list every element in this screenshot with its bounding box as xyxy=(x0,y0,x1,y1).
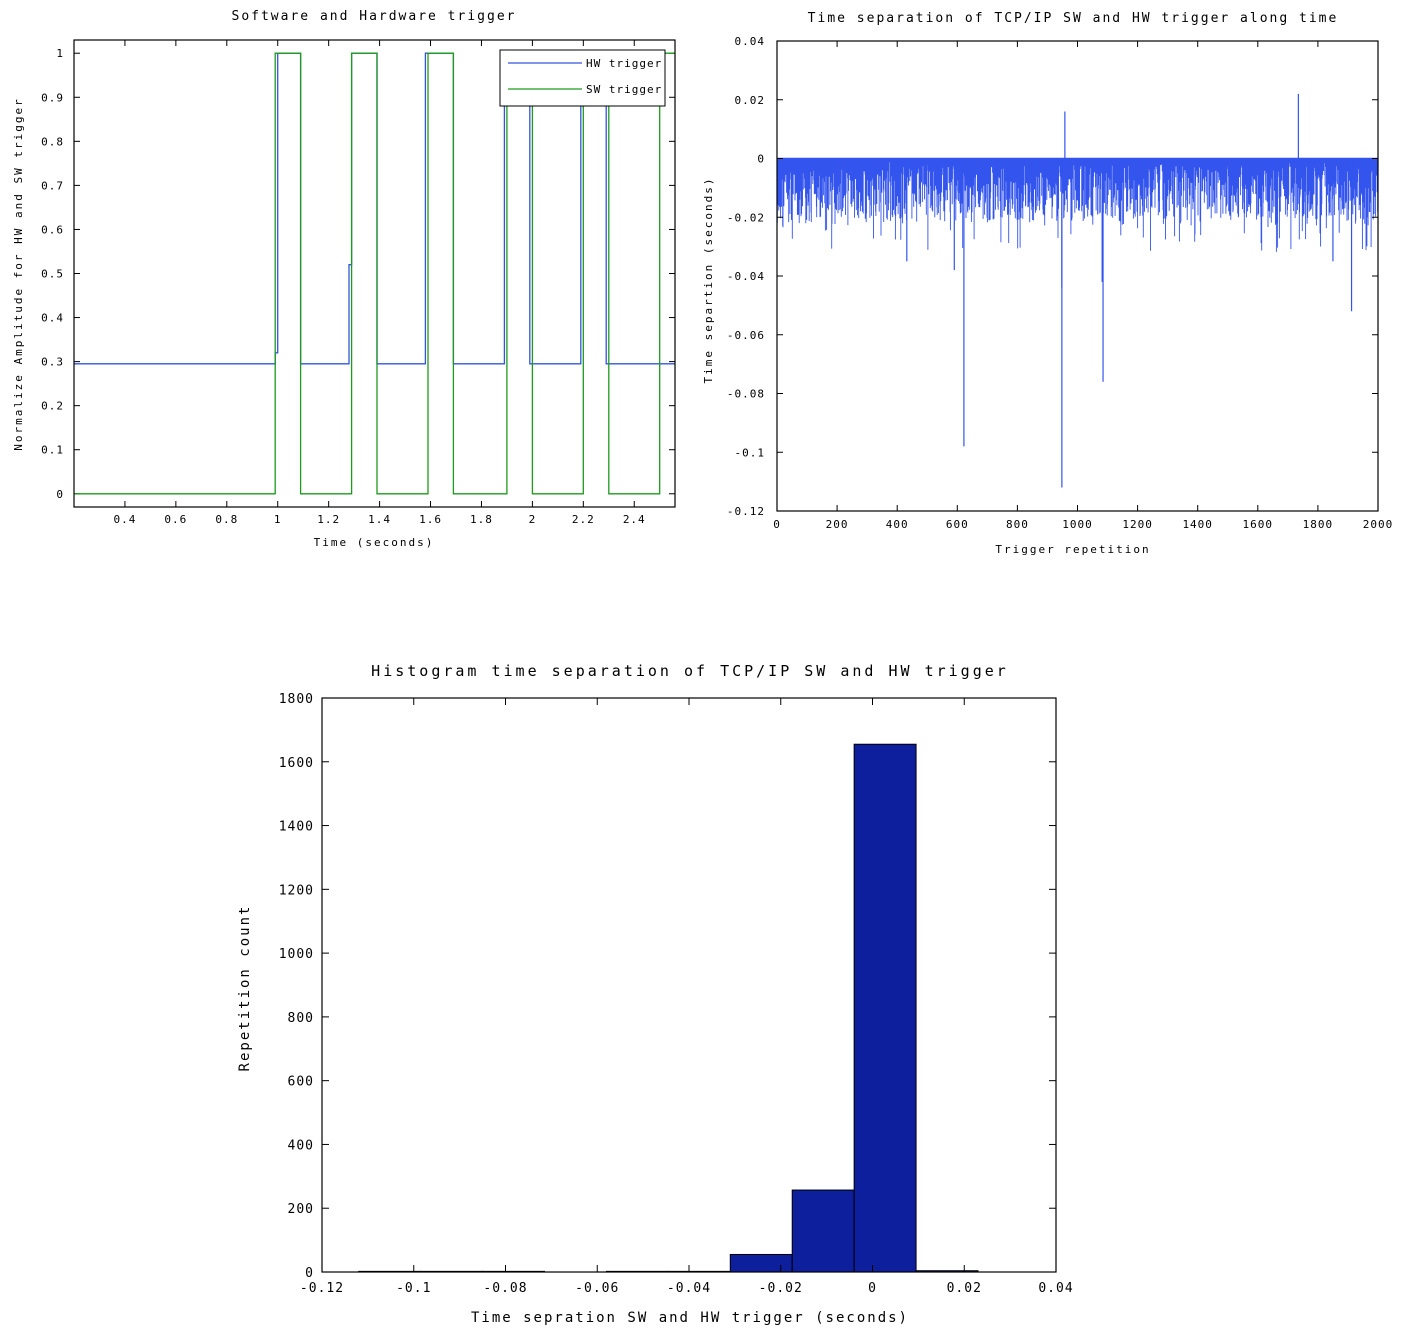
chart1-ytick-label: 1 xyxy=(56,47,64,60)
chart3-xtick-label: 0 xyxy=(868,1281,877,1296)
chart2-xtick-label: 1600 xyxy=(1243,518,1274,531)
chart3-xtick-label: -0.02 xyxy=(759,1281,803,1296)
chart2-xtick-label: 800 xyxy=(1006,518,1029,531)
chart3-ytick-label: 1400 xyxy=(279,820,314,835)
chart2-frame xyxy=(776,40,1379,512)
chart3-bar xyxy=(853,743,917,1273)
chart3-ytick-label: 400 xyxy=(288,1138,314,1153)
chart2-ytick-label: -0.02 xyxy=(727,211,765,224)
chart3-bar xyxy=(729,1253,793,1273)
chart3-ytick-label: 1000 xyxy=(279,947,314,962)
chart2-ytick-label: -0.04 xyxy=(727,270,765,283)
chart2-axes: 0 200 400 600 800 1000 1200 1400 1600 1800 2000 0.0… xyxy=(727,35,1394,531)
chart1-xlabel: Time (seconds) xyxy=(314,536,435,549)
chart2-xtick-label: 600 xyxy=(946,518,969,531)
chart1-xtick-label: 0.6 xyxy=(164,513,187,526)
chart2-ytick-label: -0.06 xyxy=(727,329,765,342)
chart3-title: Histogram time separation of TCP/IP SW a… xyxy=(371,662,1009,680)
chart2-ylabel: Time separtion (seconds) xyxy=(702,177,715,384)
chart1-series-sw xyxy=(74,52,675,495)
chart1-plot-area xyxy=(74,52,675,495)
chart3-plot-area xyxy=(358,743,979,1273)
legend-label-sw: SW trigger xyxy=(586,83,662,96)
chart2-plot-area xyxy=(776,93,1379,488)
chart1-ytick-label: 0.8 xyxy=(41,135,64,148)
legend-label-hw: HW trigger xyxy=(586,57,662,70)
chart3-xtick-label: -0.1 xyxy=(396,1281,431,1296)
chart2-xtick-label: 1400 xyxy=(1182,518,1213,531)
chart2-xtick-label: 400 xyxy=(886,518,909,531)
chart1-xtick-label: 2.4 xyxy=(623,513,646,526)
chart1-xtick-label: 2 xyxy=(529,513,537,526)
chart1-xtick-label: 2.2 xyxy=(572,513,595,526)
chart2-ytick-label: 0 xyxy=(757,153,765,166)
chart3-xlabel: Time sepration SW and HW trigger (second… xyxy=(471,1310,909,1326)
chart2-ytick-label: 0.02 xyxy=(735,94,766,107)
chart2-ytick-label: -0.12 xyxy=(727,505,765,518)
chart1-xtick-label: 1.4 xyxy=(368,513,391,526)
chart3-ytick-label: 1200 xyxy=(279,883,314,898)
chart2-xtick-label: 200 xyxy=(826,518,849,531)
chart3-axes: -0.12 -0.1 -0.08 -0.06 -0.04 -0.02 0 0.02 0.04 0 2… xyxy=(279,692,1073,1296)
chart2-ytick-label: -0.08 xyxy=(727,388,765,401)
chart1-ytick-label: 0.6 xyxy=(41,223,64,236)
chart3-frame xyxy=(321,697,1057,1273)
chart1-axes: 0.4 0.6 0.8 1 1.2 1.4 1.6 1.8 2 2.2 2.4 0 0.1 0.2 0.3 0… xyxy=(41,40,675,526)
chart1-xtick-label: 1.8 xyxy=(470,513,493,526)
chart-trigger-signals: Software and Hardware trigger 0.4 0.6 0.8 1… xyxy=(12,9,676,549)
chart1-ylabel: Normalize Amplitude for HW and SW trigge… xyxy=(12,97,25,451)
chart2-xtick-label: 1800 xyxy=(1303,518,1334,531)
chart3-xtick-label: -0.06 xyxy=(575,1281,619,1296)
chart3-ytick-label: 1600 xyxy=(279,756,314,771)
chart1-ytick-label: 0.4 xyxy=(41,312,64,325)
chart2-xtick-label: 0 xyxy=(773,518,781,531)
chart1-xtick-label: 0.4 xyxy=(113,513,136,526)
chart3-ytick-label: 200 xyxy=(288,1202,314,1217)
chart3-xtick-label: -0.04 xyxy=(667,1281,711,1296)
chart1-ytick-label: 0.3 xyxy=(41,356,64,369)
chart1-legend: HW trigger SW trigger xyxy=(499,49,666,107)
chart1-ytick-label: 0.9 xyxy=(41,91,64,104)
chart3-xtick-label: -0.12 xyxy=(300,1281,344,1296)
chart1-ytick-label: 0 xyxy=(56,488,64,501)
chart1-ytick-label: 0.7 xyxy=(41,179,64,192)
chart3-ytick-label: 1800 xyxy=(279,692,314,707)
chart1-xtick-label: 1 xyxy=(274,513,282,526)
chart2-xtick-label: 2000 xyxy=(1363,518,1394,531)
chart1-ytick-label: 0.5 xyxy=(41,268,64,281)
chart3-ytick-label: 0 xyxy=(305,1266,314,1281)
chart-histogram: Histogram time separation of TCP/IP SW a… xyxy=(237,662,1073,1326)
chart1-legend-box xyxy=(499,49,666,107)
chart2-title: Time separation of TCP/IP SW and HW trig… xyxy=(808,11,1339,26)
chart1-ytick-label: 0.2 xyxy=(41,400,64,413)
chart2-ytick-label: 0.04 xyxy=(735,35,766,48)
chart3-ytick-label: 800 xyxy=(288,1011,314,1026)
chart2-xtick-label: 1200 xyxy=(1122,518,1153,531)
chart3-xtick-label: 0.02 xyxy=(947,1281,982,1296)
chart1-xtick-label: 1.2 xyxy=(317,513,340,526)
chart-time-separation: Time separation of TCP/IP SW and HW trig… xyxy=(702,11,1394,556)
chart2-xtick-label: 1000 xyxy=(1062,518,1093,531)
chart2-xlabel: Trigger repetition xyxy=(995,543,1150,556)
chart1-title: Software and Hardware trigger xyxy=(232,9,517,24)
chart1-ytick-label: 0.1 xyxy=(41,444,64,457)
chart3-ytick-label: 600 xyxy=(288,1075,314,1090)
chart3-bar xyxy=(791,1189,855,1273)
chart1-xtick-label: 1.6 xyxy=(419,513,442,526)
chart2-ytick-label: -0.1 xyxy=(735,446,766,459)
chart3-xtick-label: 0.04 xyxy=(1038,1281,1073,1296)
chart3-ylabel: Repetition count xyxy=(237,905,253,1072)
chart3-xtick-label: -0.08 xyxy=(483,1281,527,1296)
chart1-frame xyxy=(73,39,676,508)
chart1-xtick-label: 0.8 xyxy=(215,513,238,526)
chart2-series-noise xyxy=(776,158,1379,252)
